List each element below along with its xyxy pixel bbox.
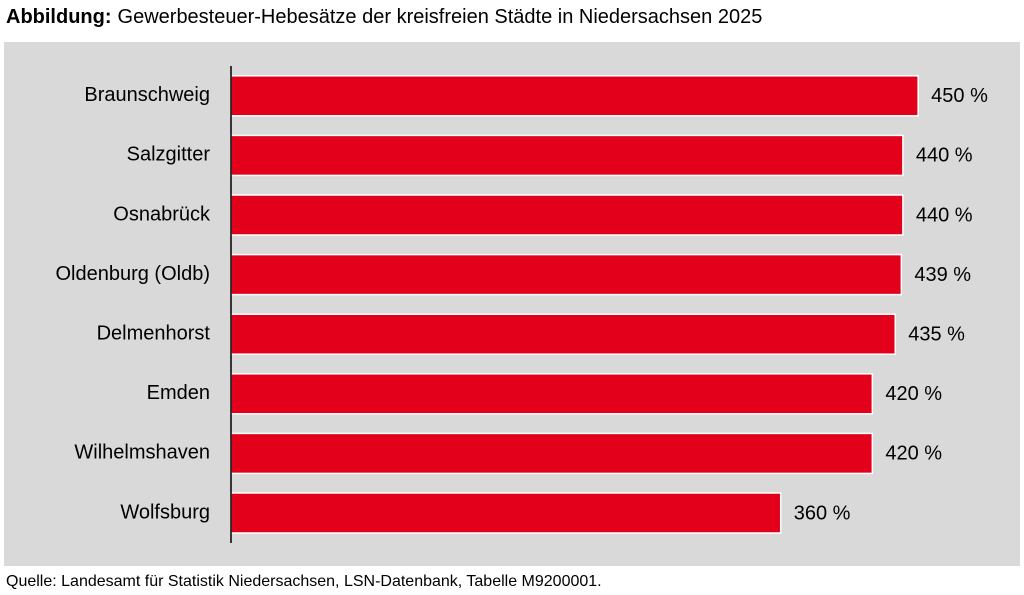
- bar: [230, 373, 874, 415]
- bar: [230, 134, 904, 177]
- category-label: Salzgitter: [127, 144, 211, 166]
- title-prefix: Abbildung:: [6, 6, 112, 28]
- source-note: Quelle: Landesamt für Statistik Niedersa…: [6, 573, 602, 590]
- chart-title: Abbildung: Gewerbesteuer-Hebesätze der kr…: [6, 6, 762, 28]
- category-label: Osnabrück: [113, 203, 211, 225]
- category-label: Wolfsburg: [120, 501, 210, 523]
- value-label: 439 %: [914, 264, 971, 286]
- value-label: 440 %: [916, 204, 973, 226]
- plot-background: [4, 42, 1020, 566]
- category-label: Oldenburg (Oldb): [55, 263, 210, 285]
- title-text: Gewerbesteuer-Hebesätze der kreisfreien …: [118, 6, 763, 28]
- bar: [230, 432, 874, 475]
- bar: [230, 194, 904, 236]
- value-label: 420 %: [885, 443, 942, 465]
- bar: [230, 313, 896, 355]
- value-label: 360 %: [794, 502, 851, 524]
- bar: [230, 253, 903, 296]
- category-label: Emden: [147, 382, 210, 404]
- category-label: Delmenhorst: [97, 322, 211, 344]
- value-label: 450 %: [931, 85, 988, 107]
- category-label: Braunschweig: [84, 84, 210, 106]
- category-label: Wilhelmshaven: [74, 442, 210, 464]
- value-label: 435 %: [908, 323, 965, 345]
- bar: [230, 75, 919, 117]
- bar: [230, 492, 782, 534]
- value-label: 420 %: [885, 383, 942, 405]
- value-label: 440 %: [916, 145, 973, 167]
